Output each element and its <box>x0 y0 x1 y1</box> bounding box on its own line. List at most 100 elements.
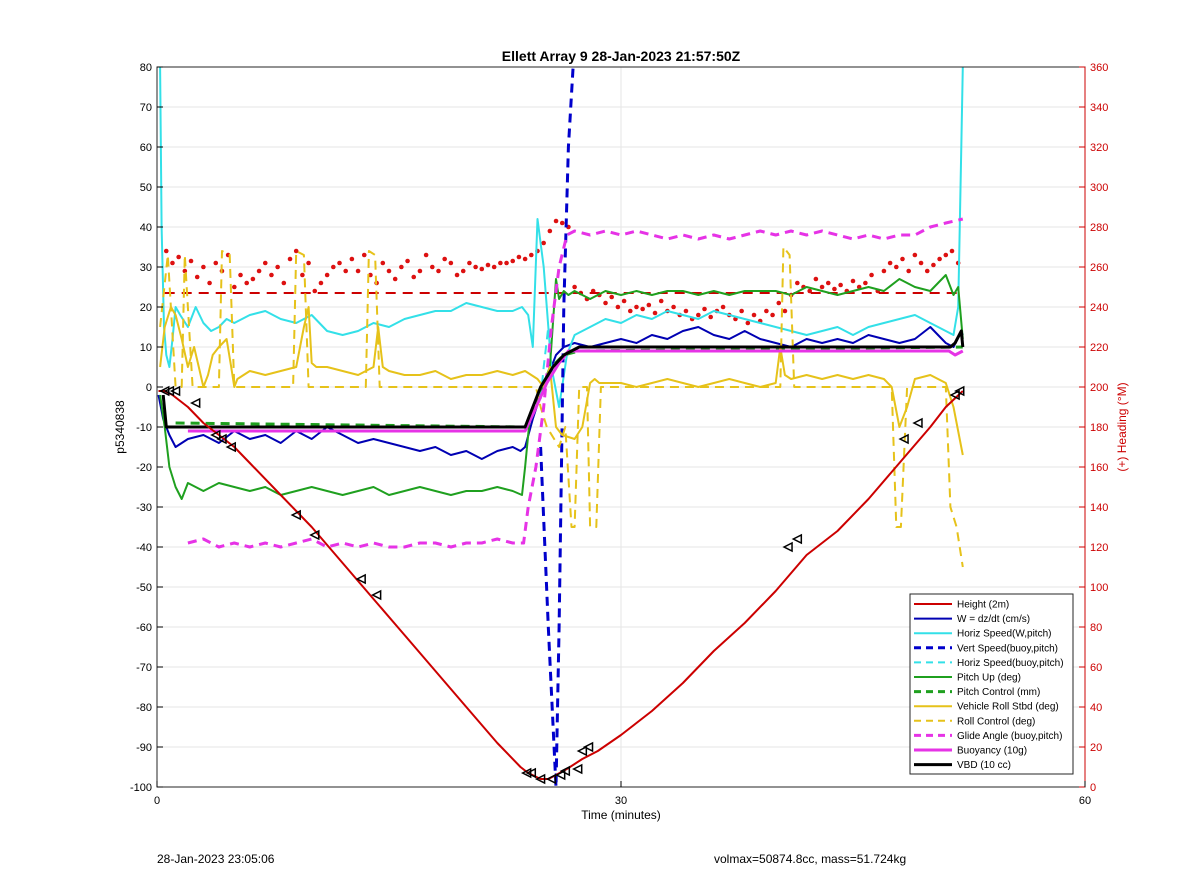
series-layer <box>157 67 965 787</box>
dive-marker <box>290 509 301 521</box>
series-line-roll-control-deg <box>159 246 964 568</box>
heading-point <box>510 258 516 264</box>
heading-point <box>300 272 305 278</box>
heading-point <box>176 254 181 260</box>
dive-marker <box>525 767 537 779</box>
dive-marker <box>309 529 320 541</box>
heading-point <box>337 260 342 266</box>
heading-point <box>603 300 608 306</box>
heading-point <box>646 302 652 308</box>
dive-marker <box>555 769 566 781</box>
y-tick-label: 40 <box>140 222 152 234</box>
series-line-buoyancy-10g <box>187 349 964 433</box>
y-right-tick-label: 20 <box>1090 742 1102 754</box>
footer-vehicle-info: volmax=50874.8cc, mass=51.724kg <box>714 852 907 866</box>
heading-point <box>900 256 905 262</box>
heading-point <box>819 284 825 290</box>
y-tick-label: -100 <box>130 782 152 794</box>
heading-point <box>931 262 936 268</box>
heading-point <box>473 264 478 270</box>
chart-title: Ellett Array 9 28-Jan-2023 21:57:50Z <box>502 48 741 64</box>
y-tick-label: 10 <box>140 342 152 354</box>
heading-point <box>306 260 311 266</box>
y-tick-label: -10 <box>136 422 152 434</box>
legend-label: VBD (10 cc) <box>957 760 1011 771</box>
heading-point <box>652 310 658 316</box>
dive-marker <box>163 385 175 397</box>
series-line-vehicle-roll-stbd-deg <box>159 306 964 456</box>
heading-point <box>912 252 918 258</box>
heading-point <box>621 298 627 304</box>
y-tick-label: 50 <box>140 182 152 194</box>
heading-point <box>256 268 262 274</box>
dive-marker <box>954 385 965 397</box>
heading-point <box>894 264 899 270</box>
legend-label: Horiz Speed(W,pitch) <box>957 629 1051 640</box>
heading-point <box>318 280 324 286</box>
heading-point <box>881 268 887 274</box>
heading-point <box>207 280 212 286</box>
dive-marker <box>225 441 236 453</box>
dive-marker <box>370 589 382 601</box>
heading-point <box>541 240 546 246</box>
heading-point <box>776 300 782 306</box>
dive-marker <box>949 389 960 401</box>
dive-marker <box>520 767 532 779</box>
y-right-tick-label: 300 <box>1090 182 1108 194</box>
heading-point <box>702 306 707 312</box>
dive-marker <box>210 429 221 441</box>
heading-point <box>312 288 318 294</box>
heading-point <box>522 256 528 262</box>
axes: -100-90-80-70-60-50-40-30-20-10010203040… <box>130 62 1108 807</box>
y-tick-label: 80 <box>140 62 152 74</box>
heading-point <box>634 304 639 310</box>
y-right-tick-label: 60 <box>1090 662 1102 674</box>
y-right-tick-label: 160 <box>1090 462 1108 474</box>
dive-marker <box>912 417 923 429</box>
heading-point <box>739 308 744 314</box>
y-tick-label: -70 <box>136 662 152 674</box>
series-line-vert-speed-buoy-pitch <box>539 67 575 787</box>
heading-point <box>324 272 330 278</box>
heading-point <box>832 286 837 292</box>
heading-point <box>349 256 355 262</box>
heading-point <box>640 306 645 312</box>
y-axis-label: p5340838 <box>113 400 127 454</box>
y-tick-label: 70 <box>140 102 152 114</box>
heading-point <box>479 266 485 272</box>
heading-point <box>516 254 522 260</box>
y-right-tick-label: 0 <box>1090 782 1096 794</box>
heading-point <box>572 284 577 290</box>
y-right-tick-label: 360 <box>1090 62 1108 74</box>
dive-marker <box>169 385 181 397</box>
dive-marker <box>355 573 366 585</box>
heading-point <box>671 304 676 310</box>
y-tick-label: -30 <box>136 502 152 514</box>
legend-label: Roll Control (deg) <box>957 716 1035 727</box>
heading-point <box>498 260 503 266</box>
heading-point <box>887 260 893 266</box>
dive-marker <box>159 385 170 397</box>
dive-marker <box>559 765 571 777</box>
heading-point <box>924 268 930 274</box>
legend-label: Pitch Control (mm) <box>957 687 1040 698</box>
heading-point <box>937 256 942 262</box>
heading-point <box>355 268 361 274</box>
y-tick-label: -50 <box>136 582 152 594</box>
y-right-tick-label: 280 <box>1090 222 1108 234</box>
legend-label: Horiz Speed(buoy,pitch) <box>957 658 1064 669</box>
heading-point <box>448 260 454 266</box>
heading-point <box>201 264 206 270</box>
heading-point <box>708 314 714 320</box>
heading-point <box>770 312 775 318</box>
heading-point <box>720 304 726 310</box>
y-axis-right-label: (+) Heading (°M) <box>1115 382 1129 471</box>
heading-point <box>460 268 466 274</box>
heading-point <box>232 284 237 290</box>
dive-marker <box>791 533 803 545</box>
heading-point <box>213 260 219 266</box>
series-line-vbd-10-cc <box>161 329 965 429</box>
y-tick-label: -40 <box>136 542 152 554</box>
heading-point <box>423 252 429 258</box>
